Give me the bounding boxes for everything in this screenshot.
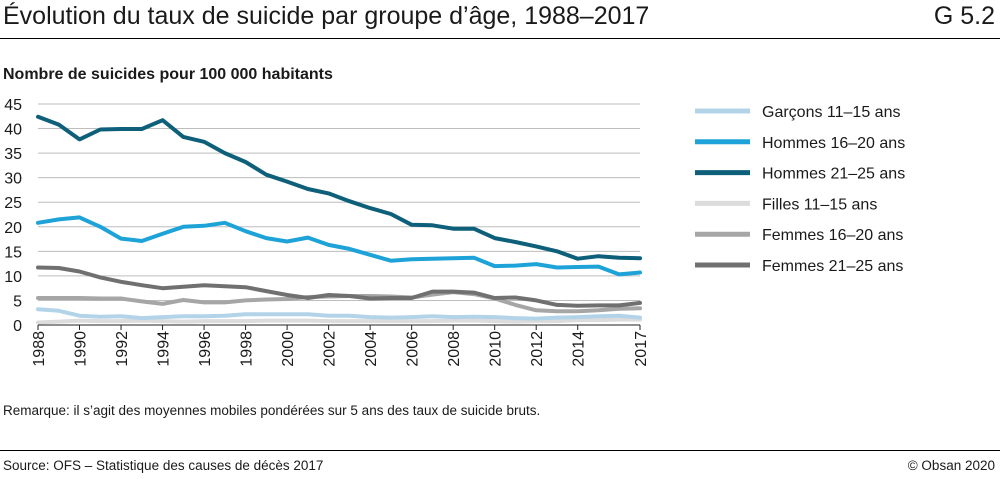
x-tick-label: 2012 — [529, 331, 546, 367]
remark-note: Remarque: il s’agit des moyennes mobiles… — [3, 403, 541, 418]
x-tick-label: 2006 — [405, 331, 422, 367]
figure-code: G 5.2 — [933, 2, 995, 30]
x-tick-labels: 1988 1990 1992 1994 1996 1998 2000 2002 2004 2006… — [31, 331, 650, 367]
y-tick-label: 30 — [4, 171, 22, 188]
x-tick-label: 1994 — [156, 331, 173, 367]
series-line — [36, 265, 642, 308]
legend-label: Femmes 16–20 ans — [762, 227, 903, 244]
y-tick-label: 15 — [4, 244, 22, 261]
series-line — [36, 215, 642, 277]
x-tick-label: 2002 — [322, 331, 339, 367]
bottom-divider — [0, 450, 1000, 451]
series-line — [36, 114, 642, 261]
y-tick-label: 10 — [4, 269, 22, 286]
legend-label: Femmes 21–25 ans — [762, 258, 903, 275]
x-tick-label: 1988 — [31, 331, 48, 367]
x-tick-label: 2010 — [488, 331, 505, 367]
chart-title: Évolution du taux de suicide par groupe … — [3, 2, 650, 30]
x-tick-label: 1992 — [114, 331, 131, 367]
x-tick-label: 2008 — [446, 331, 463, 367]
series-line — [36, 307, 642, 321]
x-tick-label: 1998 — [239, 331, 256, 367]
legend-label: Hommes 16–20 ans — [762, 135, 905, 152]
x-tick-label: 1996 — [197, 331, 214, 367]
y-tick-labels: 0 5 10 15 20 25 30 35 40 45 — [4, 97, 22, 335]
copyright: © Obsan 2020 — [907, 458, 995, 473]
y-tick-label: 20 — [4, 220, 22, 237]
legend-label: Hommes 21–25 ans — [762, 166, 905, 183]
x-tick-label: 1990 — [73, 331, 90, 367]
y-tick-label: 25 — [4, 195, 22, 212]
grid-lines — [37, 103, 641, 330]
x-tick-label: 2000 — [280, 331, 297, 367]
y-tick-label: 0 — [13, 318, 22, 335]
y-axis-label: Nombre de suicides pour 100 000 habitant… — [3, 66, 333, 83]
legend: Garçons 11–15 ans Hommes 16–20 ans Hommes … — [695, 104, 905, 275]
x-tick-label: 2017 — [633, 331, 650, 367]
series-lines — [36, 114, 642, 325]
series-line — [36, 317, 642, 325]
y-tick-label: 45 — [4, 97, 22, 114]
x-tick-label: 2004 — [363, 331, 380, 367]
legend-label: Filles 11–15 ans — [762, 196, 877, 213]
x-tick-label: 2014 — [571, 331, 588, 367]
y-tick-label: 35 — [4, 146, 22, 163]
legend-label: Garçons 11–15 ans — [762, 104, 900, 121]
source-note: Source: OFS – Statistique des causes de … — [3, 458, 324, 473]
y-tick-label: 40 — [4, 122, 22, 139]
y-tick-label: 5 — [13, 293, 22, 310]
top-divider — [0, 38, 1000, 39]
